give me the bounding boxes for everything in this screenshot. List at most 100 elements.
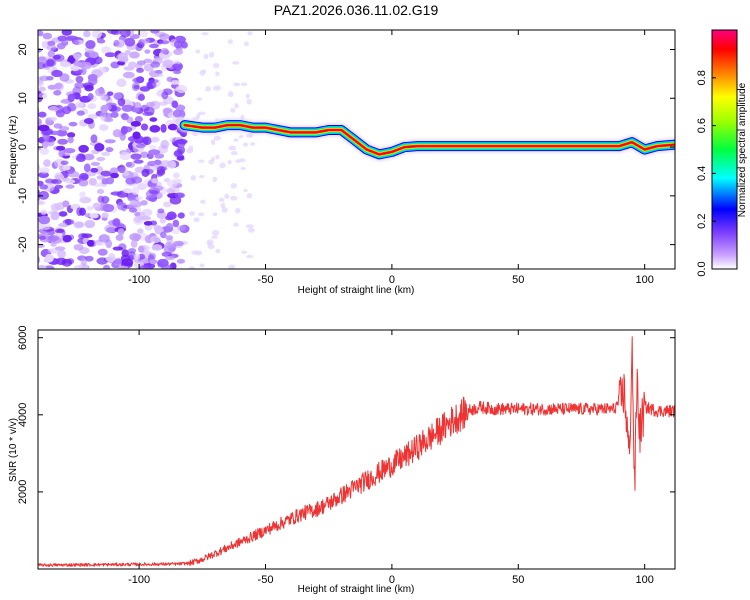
noise-speck bbox=[74, 82, 85, 89]
noise-speck bbox=[30, 111, 38, 117]
noise-speck bbox=[166, 76, 174, 82]
noise-speck bbox=[38, 163, 41, 172]
noise-speck bbox=[227, 91, 234, 98]
noise-speck bbox=[129, 233, 142, 241]
y-tick-label: 10 bbox=[17, 92, 29, 104]
noise-speck bbox=[195, 49, 201, 54]
noise-speck bbox=[230, 183, 237, 189]
noise-speck bbox=[80, 67, 87, 76]
noise-speck bbox=[151, 73, 164, 78]
noise-speck bbox=[175, 104, 186, 112]
noise-speck bbox=[186, 147, 194, 154]
noise-speck bbox=[104, 139, 116, 144]
spectrogram-y-label: Frequency (Hz) bbox=[8, 116, 19, 185]
noise-speck bbox=[80, 257, 87, 266]
noise-speck bbox=[50, 203, 61, 212]
noise-speck bbox=[119, 151, 132, 161]
noise-speck bbox=[157, 258, 169, 267]
noise-speck bbox=[66, 132, 76, 138]
snr-series-line bbox=[38, 336, 675, 567]
noise-speck bbox=[54, 246, 66, 251]
noise-speck bbox=[161, 251, 173, 257]
noise-speck bbox=[101, 46, 112, 54]
noise-speck bbox=[38, 56, 47, 64]
colorbar-gradient bbox=[711, 29, 738, 270]
noise-speck bbox=[163, 201, 172, 208]
noise-speck bbox=[245, 93, 250, 99]
noise-speck bbox=[172, 172, 180, 179]
noise-speck bbox=[121, 113, 129, 121]
noise-speck bbox=[38, 86, 46, 92]
noise-speck bbox=[83, 163, 91, 173]
noise-speck bbox=[135, 196, 143, 201]
noise-speck bbox=[63, 147, 76, 154]
noise-speck bbox=[80, 61, 92, 70]
noise-speck bbox=[41, 140, 49, 149]
noise-speck bbox=[112, 92, 123, 100]
noise-speck bbox=[173, 40, 183, 49]
noise-speck bbox=[245, 254, 254, 259]
colorbar-tick-label: 0.8 bbox=[696, 70, 708, 85]
noise-speck bbox=[92, 30, 102, 39]
chart-title: PAZ1.2026.036.11.02.G19 bbox=[274, 2, 439, 18]
noise-speck bbox=[156, 166, 166, 174]
noise-speck bbox=[62, 106, 72, 115]
noise-speck bbox=[59, 126, 70, 132]
noise-speck bbox=[38, 255, 41, 264]
noise-speck bbox=[205, 86, 211, 92]
noise-speck bbox=[53, 123, 63, 129]
noise-speck bbox=[200, 199, 206, 204]
noise-speck bbox=[246, 98, 252, 105]
y-tick-label: 4000 bbox=[17, 403, 29, 427]
noise-speck bbox=[102, 264, 111, 269]
noise-speck bbox=[125, 161, 136, 168]
noise-speck bbox=[90, 167, 99, 173]
noise-speck bbox=[198, 111, 206, 115]
noise-speck bbox=[75, 101, 84, 109]
noise-speck bbox=[201, 69, 207, 74]
noise-speck bbox=[96, 188, 105, 194]
noise-speck bbox=[163, 177, 171, 183]
noise-speck bbox=[165, 222, 174, 232]
noise-speck bbox=[110, 191, 123, 196]
noise-speck bbox=[83, 117, 94, 124]
noise-speck bbox=[230, 151, 238, 156]
noise-speck bbox=[130, 120, 142, 127]
noise-speck bbox=[175, 85, 188, 94]
noise-speck bbox=[51, 178, 63, 185]
noise-speck bbox=[173, 48, 184, 56]
spectrogram-frame bbox=[37, 29, 676, 270]
noise-speck bbox=[104, 52, 116, 58]
noise-speck bbox=[96, 257, 108, 265]
noise-speck bbox=[89, 51, 99, 59]
noise-speck bbox=[114, 257, 122, 267]
noise-speck bbox=[211, 235, 218, 239]
noise-speck bbox=[81, 233, 93, 239]
noise-speck bbox=[105, 239, 113, 249]
noise-speck bbox=[171, 228, 180, 235]
x-tick-label: 50 bbox=[512, 274, 524, 286]
noise-speck bbox=[146, 101, 156, 107]
noise-speck bbox=[78, 144, 89, 153]
noise-speck bbox=[47, 248, 59, 254]
noise-speck bbox=[50, 211, 60, 221]
noise-speck bbox=[110, 61, 120, 69]
noise-speck bbox=[67, 170, 80, 178]
noise-speck bbox=[38, 62, 46, 70]
noise-speck bbox=[212, 176, 218, 183]
noise-speck bbox=[129, 200, 138, 206]
noise-speck bbox=[241, 250, 247, 254]
noise-speck bbox=[76, 110, 85, 116]
noise-speck bbox=[54, 184, 64, 189]
noise-speck bbox=[66, 258, 75, 265]
noise-speck bbox=[38, 30, 44, 37]
noise-speck bbox=[57, 249, 66, 259]
noise-speck bbox=[47, 116, 57, 122]
noise-speck bbox=[133, 101, 142, 109]
signal-ridge bbox=[177, 118, 675, 162]
noise-speck bbox=[54, 228, 65, 234]
noise-speck bbox=[190, 174, 197, 181]
noise-speck bbox=[47, 235, 60, 242]
noise-speck bbox=[130, 239, 138, 248]
noise-speck bbox=[149, 259, 158, 265]
